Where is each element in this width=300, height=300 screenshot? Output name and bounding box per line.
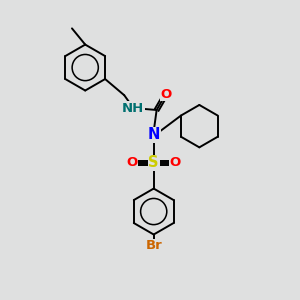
Text: S: S <box>148 155 159 170</box>
Text: O: O <box>160 88 172 100</box>
Text: Br: Br <box>145 239 162 252</box>
Text: O: O <box>169 157 181 169</box>
Text: N: N <box>148 128 160 142</box>
Text: O: O <box>127 157 138 169</box>
Text: NH: NH <box>122 102 144 115</box>
